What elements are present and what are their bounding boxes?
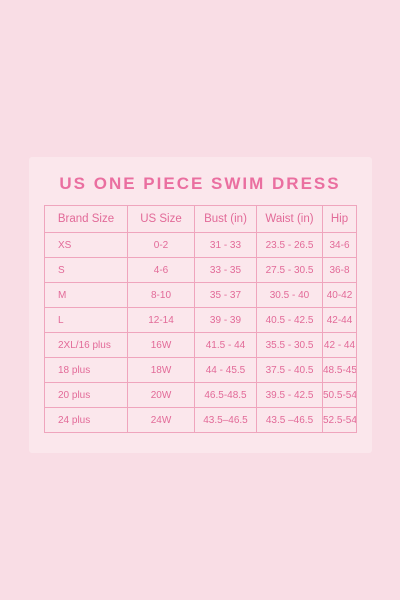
cell-us-size: 24W [127,407,195,433]
cell-waist: 27.5 - 30.5 [256,257,323,283]
cell-bust: 39 - 39 [194,307,257,333]
cell-us-size: 4-6 [127,257,195,283]
cell-bust: 35 - 37 [194,282,257,308]
cell-us-size: 16W [127,332,195,358]
cell-brand-size: L [44,307,128,333]
cell-hip: 52.5-54 [322,407,357,433]
cell-waist: 43.5 –46.5 [256,407,323,433]
table-row: M 8-10 35 - 37 30.5 - 40 40-42 [44,282,357,308]
table-row: L 12-14 39 - 39 40.5 - 42.5 42-44 [44,307,357,333]
cell-waist: 23.5 - 26.5 [256,232,323,258]
cell-bust: 43.5–46.5 [194,407,257,433]
cell-us-size: 20W [127,382,195,408]
cell-brand-size: 20 plus [44,382,128,408]
table-row: XS 0-2 31 - 33 23.5 - 26.5 34-6 [44,232,357,258]
cell-hip: 50.5-54 [322,382,357,408]
cell-us-size: 0-2 [127,232,195,258]
header-bust: Bust (in) [194,205,257,233]
cell-bust: 41.5 - 44 [194,332,257,358]
cell-brand-size: 24 plus [44,407,128,433]
cell-brand-size: 2XL/16 plus [44,332,128,358]
table-row: 20 plus 20W 46.5-48.5 39.5 - 42.5 50.5-5… [44,382,357,408]
cell-bust: 44 - 45.5 [194,357,257,383]
cell-brand-size: XS [44,232,128,258]
chart-title: US ONE PIECE SWIM DRESS [59,174,341,193]
cell-waist: 35.5 - 30.5 [256,332,323,358]
table-row: 2XL/16 plus 16W 41.5 - 44 35.5 - 30.5 42… [44,332,357,358]
cell-waist: 37.5 - 40.5 [256,357,323,383]
cell-bust: 31 - 33 [194,232,257,258]
header-brand-size: Brand Size [44,205,128,233]
header-waist: Waist (in) [256,205,323,233]
cell-bust: 33 - 35 [194,257,257,283]
cell-waist: 40.5 - 42.5 [256,307,323,333]
cell-hip: 48.5-45 [322,357,357,383]
cell-us-size: 8-10 [127,282,195,308]
table-header-row: Brand Size US Size Bust (in) Waist (in) … [44,205,357,233]
cell-bust: 46.5-48.5 [194,382,257,408]
cell-us-size: 18W [127,357,195,383]
cell-hip: 36-8 [322,257,357,283]
header-us-size: US Size [127,205,195,233]
cell-hip: 42-44 [322,307,357,333]
cell-us-size: 12-14 [127,307,195,333]
cell-hip: 34-6 [322,232,357,258]
cell-brand-size: S [44,257,128,283]
table-row: 18 plus 18W 44 - 45.5 37.5 - 40.5 48.5-4… [44,357,357,383]
cell-waist: 30.5 - 40 [256,282,323,308]
table-row: S 4-6 33 - 35 27.5 - 30.5 36-8 [44,257,357,283]
cell-brand-size: M [44,282,128,308]
header-hip: Hip [322,205,357,233]
cell-hip: 42 - 44 [322,332,357,358]
cell-brand-size: 18 plus [44,357,128,383]
cell-hip: 40-42 [322,282,357,308]
size-table: Brand Size US Size Bust (in) Waist (in) … [44,205,357,433]
cell-waist: 39.5 - 42.5 [256,382,323,408]
table-row: 24 plus 24W 43.5–46.5 43.5 –46.5 52.5-54 [44,407,357,433]
